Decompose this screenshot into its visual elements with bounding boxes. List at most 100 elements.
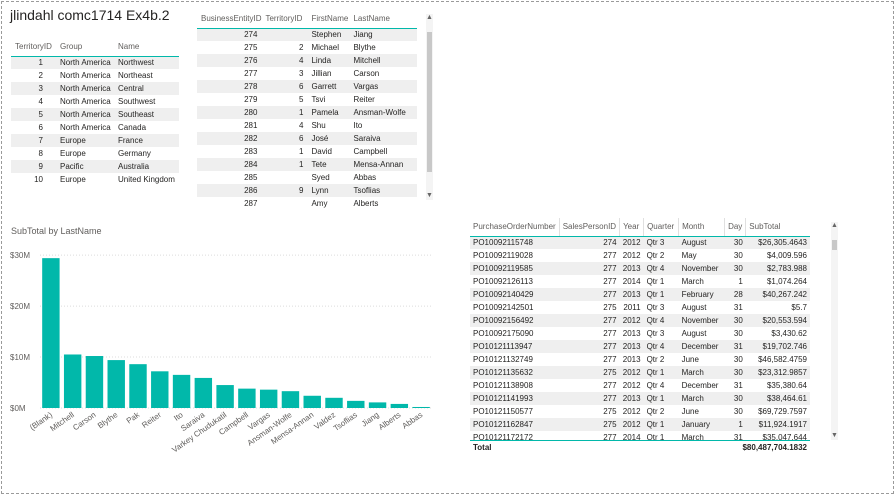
column-header[interactable]: SubTotal — [745, 218, 810, 237]
column-header[interactable]: BusinessEntityID — [197, 10, 262, 29]
bar-jiang[interactable] — [368, 402, 387, 408]
bar-mitchell[interactable] — [63, 354, 82, 408]
table-cell: 277 — [603, 277, 617, 286]
column-header[interactable]: TerritoryID — [11, 38, 57, 57]
bar-reiter[interactable] — [151, 371, 169, 408]
table-row[interactable]: 5 North America Southeast — [11, 108, 179, 121]
table-row[interactable]: 10 Europe United Kingdom — [11, 173, 179, 186]
column-header[interactable]: Name — [115, 38, 179, 57]
column-header[interactable]: LastName — [349, 10, 417, 29]
table-row[interactable]: PO10092115748 274 2012 Qtr 3 August 30 $26,305… — [470, 236, 810, 249]
column-header[interactable]: TerritoryID — [261, 10, 308, 29]
bar-pak[interactable] — [129, 364, 147, 408]
table-row[interactable]: PO10092119028 277 2012 Qtr 2 May 30 $4,009.596 — [470, 249, 810, 262]
table-row[interactable]: 275 2 Michael Blythe — [197, 41, 417, 54]
bar-alberts[interactable] — [390, 403, 409, 408]
scroll-up-icon[interactable]: ▲ — [831, 222, 838, 229]
bar-abbas[interactable] — [412, 406, 430, 408]
bar-varkey-chudukatil[interactable] — [216, 385, 234, 408]
column-header[interactable]: Year — [619, 218, 645, 237]
table-row[interactable]: 287 Amy Alberts — [197, 197, 417, 210]
bar-ansman-wolfe[interactable] — [281, 391, 300, 408]
table-cell: 2012 — [622, 407, 641, 416]
person-table[interactable]: BusinessEntityID TerritoryID FirstName L… — [197, 10, 417, 210]
table-cell: 1 — [724, 418, 746, 431]
bar-vargas[interactable] — [259, 389, 278, 408]
table-row[interactable]: 282 6 José Saraiva — [197, 132, 417, 145]
column-header[interactable]: Group — [57, 38, 115, 57]
table-row[interactable]: 285 Syed Abbas — [197, 171, 417, 184]
table-row[interactable]: 4 North America Southwest — [11, 95, 179, 108]
table-row[interactable]: 279 5 Tsvi Reiter — [197, 93, 417, 106]
table-cell: 2 — [38, 71, 43, 80]
column-header[interactable]: FirstName — [307, 10, 350, 29]
bar-ito[interactable] — [172, 374, 191, 408]
scroll-thumb[interactable] — [427, 32, 432, 172]
bar-tsoflias[interactable] — [347, 400, 365, 408]
table-row[interactable]: PO10092175090 277 2013 Qtr 3 August 30 $3,430.… — [470, 327, 810, 340]
bar-valdez[interactable] — [325, 397, 343, 408]
person-table-viewport[interactable]: BusinessEntityID TerritoryID FirstName L… — [197, 10, 419, 213]
table-row[interactable]: 274 Stephen Jiang — [197, 28, 417, 41]
table-row[interactable]: 8 Europe Germany — [11, 147, 179, 160]
table-row[interactable]: PO10092126113 277 2014 Qtr 1 March 1 $1,074.26… — [470, 275, 810, 288]
table-row[interactable]: PO10121150577 275 2012 Qtr 2 June 30 $69,729.7… — [470, 405, 810, 418]
table-cell: 2012 — [619, 366, 644, 379]
scroll-down-icon[interactable]: ▼ — [426, 192, 433, 199]
table-cell: 277 — [603, 251, 617, 260]
scroll-up-icon[interactable]: ▲ — [426, 14, 433, 21]
table-cell: 276 — [197, 54, 262, 67]
table-cell: 6 — [261, 80, 308, 93]
table-row[interactable]: 3 North America Central — [11, 82, 179, 95]
bar-mensa-annan[interactable] — [303, 395, 321, 408]
table-row[interactable]: 280 1 Pamela Ansman-Wolfe — [197, 106, 417, 119]
table-row[interactable]: 281 4 Shu Ito — [197, 119, 417, 132]
table-cell: 285 — [244, 173, 258, 182]
table-row[interactable]: PO10121141993 277 2013 Qtr 1 March 30 $38,464.… — [470, 392, 810, 405]
person-table-scrollbar[interactable]: ▲ ▼ — [426, 14, 433, 200]
table-row[interactable]: 278 6 Garrett Vargas — [197, 80, 417, 93]
table-row[interactable]: 7 Europe France — [11, 134, 179, 147]
bar-chart[interactable]: $0M$10M$20M$30M(Blank)MitchellCarsonBlyt… — [0, 240, 440, 460]
orders-table-viewport[interactable]: PurchaseOrderNumber SalesPersonID Year Q… — [470, 218, 812, 440]
table-row[interactable]: 2 North America Northeast — [11, 69, 179, 82]
table-row[interactable]: 284 1 Tete Mensa-Annan — [197, 158, 417, 171]
table-row[interactable]: PO10092140429 277 2013 Qtr 1 February 28 $40,2… — [470, 288, 810, 301]
orders-table-scrollbar[interactable]: ▲ ▼ — [831, 222, 838, 440]
table-row[interactable]: 6 North America Canada — [11, 121, 179, 134]
orders-table[interactable]: PurchaseOrderNumber SalesPersonID Year Q… — [470, 218, 810, 440]
table-row[interactable]: PO10121113947 277 2013 Qtr 4 December 31 $19,7… — [470, 340, 810, 353]
column-header[interactable]: PurchaseOrderNumber — [470, 218, 560, 237]
table-cell: United Kingdom — [118, 175, 175, 184]
column-header[interactable]: Day — [724, 218, 747, 237]
column-header[interactable]: Month — [678, 218, 726, 237]
table-row[interactable]: PO10121172172 277 2014 Qtr 1 March 31 $35,047.… — [470, 431, 810, 440]
table-row[interactable]: 286 9 Lynn Tsoflias — [197, 184, 417, 197]
bar--blank-[interactable] — [42, 258, 60, 408]
table-row[interactable]: PO10121135632 275 2012 Qtr 1 March 30 $23,312.… — [470, 366, 810, 379]
table-cell: North America — [60, 97, 111, 106]
scroll-thumb[interactable] — [832, 240, 837, 250]
territory-table[interactable]: TerritoryID Group Name 1 North America Nor… — [11, 38, 179, 186]
bar-saraiva[interactable] — [194, 377, 213, 408]
column-header[interactable]: SalesPersonID — [559, 218, 621, 237]
table-row[interactable]: 283 1 David Campbell — [197, 145, 417, 158]
table-row[interactable]: 9 Pacific Australia — [11, 160, 179, 173]
table-row[interactable]: 277 3 Jillian Carson — [197, 67, 417, 80]
table-row[interactable]: PO10092156492 277 2012 Qtr 4 November 30 $20,5… — [470, 314, 810, 327]
table-row[interactable]: 276 4 Linda Mitchell — [197, 54, 417, 67]
table-row[interactable]: PO10092142501 275 2011 Qtr 3 August 31 $5.7 — [470, 301, 810, 314]
scroll-down-icon[interactable]: ▼ — [831, 432, 838, 439]
table-row[interactable]: PO10121132749 277 2013 Qtr 2 June 30 $46,582.4… — [470, 353, 810, 366]
bar-blythe[interactable] — [107, 360, 125, 408]
column-header[interactable]: Quarter — [643, 218, 680, 237]
table-row[interactable]: PO10121162847 275 2012 Qtr 1 January 1 $11,924… — [470, 418, 810, 431]
bar-carson[interactable] — [85, 356, 104, 408]
table-cell: North America — [57, 56, 115, 69]
table-cell: Qtr 4 — [643, 340, 679, 353]
table-row[interactable]: PO10092119585 277 2013 Qtr 4 November 30 $2,78… — [470, 262, 810, 275]
bar-campbell[interactable] — [238, 388, 256, 408]
table-row[interactable]: PO10121138908 277 2012 Qtr 4 December 31 $35,3… — [470, 379, 810, 392]
table-row[interactable]: 1 North America Northwest — [11, 56, 179, 69]
table-cell: 277 — [559, 340, 620, 353]
